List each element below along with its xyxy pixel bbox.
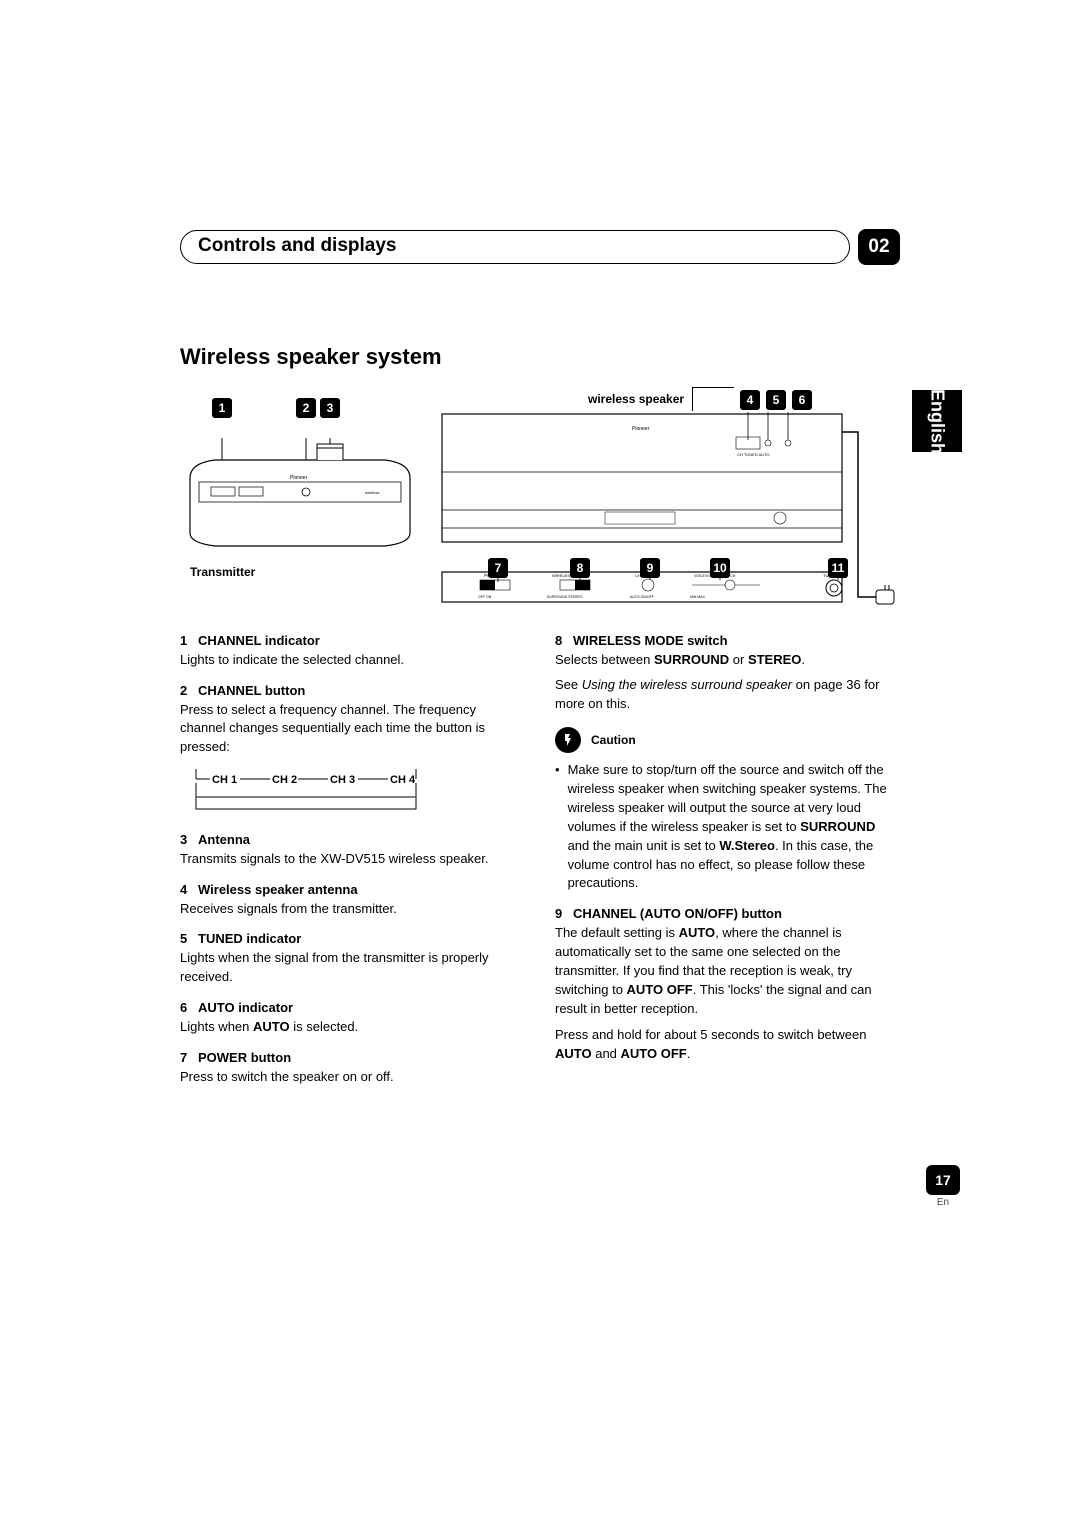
item-6: 6AUTO indicator Lights when AUTO is sele…	[180, 999, 525, 1037]
header-title: Controls and displays	[198, 235, 396, 257]
caution-label: Caution	[591, 732, 636, 749]
item-1: 1CHANNEL indicator Lights to indicate th…	[180, 632, 525, 670]
callout-6: 6	[792, 390, 812, 410]
transmitter-diagram: 1 2 3 Pioneer wireless T	[180, 390, 420, 590]
svg-text:AUTO ON/OFF: AUTO ON/OFF	[630, 595, 654, 599]
callout-10: 10	[710, 558, 730, 578]
speaker-diagram: wireless speaker 4 5 6 Pioneer CH TUNED	[440, 390, 900, 620]
callout-11: 11	[828, 558, 848, 578]
svg-text:Pioneer: Pioneer	[632, 426, 650, 432]
channel-cycle-diagram: CH 1 CH 2 CH 3 CH 4	[180, 769, 430, 817]
content-columns: 1CHANNEL indicator Lights to indicate th…	[180, 632, 900, 1098]
chapter-number: 02	[858, 229, 900, 265]
item-2: 2CHANNEL button Press to select a freque…	[180, 682, 525, 757]
item-4: 4Wireless speaker antenna Receives signa…	[180, 881, 525, 919]
caution-header: Caution	[555, 727, 900, 753]
callout-4: 4	[740, 390, 760, 410]
page-lang: En	[926, 1197, 960, 1208]
transmitter-svg: Pioneer wireless	[185, 438, 415, 558]
item-8: 8WIRELESS MODE switch Selects between SU…	[555, 632, 900, 713]
callout-2: 2	[296, 398, 316, 418]
item-5: 5TUNED indicator Lights when the signal …	[180, 930, 525, 987]
page-footer: 17 En	[926, 1165, 960, 1208]
item-9: 9CHANNEL (AUTO ON/OFF) button The defaul…	[555, 905, 900, 1064]
svg-text:SURROUND STEREO: SURROUND STEREO	[547, 595, 583, 599]
section-title: Wireless speaker system	[180, 344, 900, 370]
callout-5: 5	[766, 390, 786, 410]
left-column: 1CHANNEL indicator Lights to indicate th…	[180, 632, 525, 1098]
svg-text:Pioneer: Pioneer	[290, 475, 308, 481]
caution-icon	[555, 727, 581, 753]
transmitter-tiny-label: wireless	[365, 490, 379, 495]
transmitter-label: Transmitter	[190, 565, 255, 579]
svg-text:CH TUNED AUTO: CH TUNED AUTO	[737, 452, 770, 457]
svg-text:MIN: MIN MAX	[690, 595, 706, 599]
callout-8: 8	[570, 558, 590, 578]
callout-9: 9	[640, 558, 660, 578]
item-7: 7POWER button Press to switch the speake…	[180, 1049, 525, 1087]
svg-text:OFF ON: OFF ON	[478, 595, 492, 599]
right-column: 8WIRELESS MODE switch Selects between SU…	[555, 632, 900, 1098]
page-number: 17	[926, 1165, 960, 1195]
chapter-header: Controls and displays 02	[180, 230, 900, 264]
callout-7: 7	[488, 558, 508, 578]
diagrams-area: English 1 2 3 Pione	[180, 390, 900, 620]
callout-1: 1	[212, 398, 232, 418]
callout-3: 3	[320, 398, 340, 418]
speaker-label: wireless speaker	[588, 392, 684, 406]
language-tab: English	[912, 390, 962, 452]
speaker-svg: Pioneer CH TUNED AUTO POWER OF	[440, 412, 900, 617]
item-3: 3Antenna Transmits signals to the XW-DV5…	[180, 831, 525, 869]
caution-bullet: • Make sure to stop/turn off the source …	[555, 761, 900, 893]
